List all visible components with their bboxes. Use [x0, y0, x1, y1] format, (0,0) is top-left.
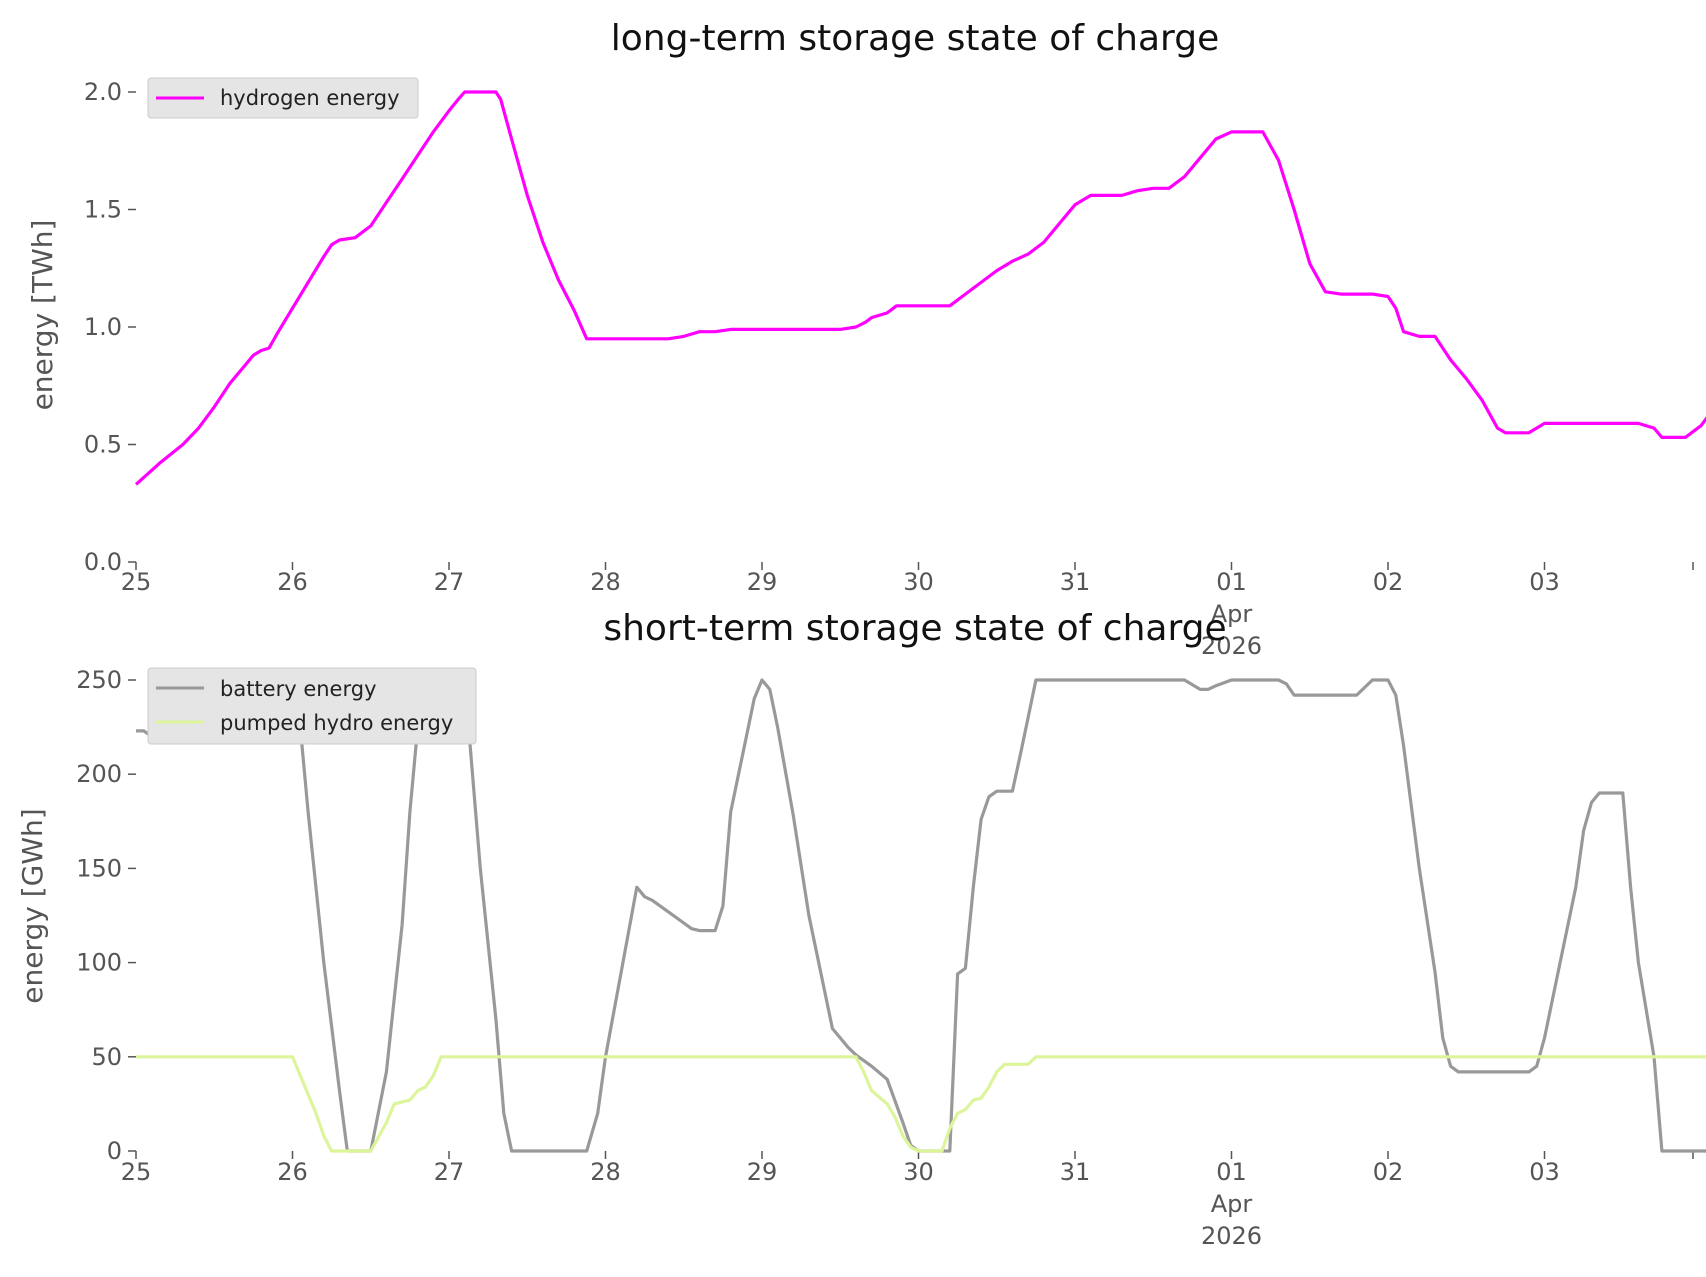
chart-top: long-term storage state of charge energy… — [26, 18, 1706, 660]
x-tick-label: 03 — [1529, 1158, 1560, 1186]
series-line-pumped-hydro-energy — [136, 1055, 1706, 1153]
chart-top-title: long-term storage state of charge — [611, 18, 1219, 59]
y-tick-label: 50 — [91, 1043, 122, 1071]
legend-label-pumped-hydro: pumped hydro energy — [220, 711, 453, 735]
x-tick-label: 26 — [277, 1158, 308, 1186]
x-tick-label: 31 — [1060, 1158, 1091, 1186]
x-tick-label: 02 — [1373, 1158, 1404, 1186]
x-tick-label: 27 — [434, 568, 465, 596]
x-tick-label: 25 — [121, 568, 152, 596]
series-line-hydrogen-energy — [134, 90, 1706, 486]
chart-top-ylabel: energy [TWh] — [26, 220, 59, 411]
chart-bottom-title: short-term storage state of charge — [603, 608, 1226, 649]
legend-label-battery: battery energy — [220, 677, 377, 701]
chart-bottom: short-term storage state of charge energ… — [16, 608, 1706, 1250]
y-tick-label: 250 — [76, 666, 122, 694]
x-tick-label: 01 — [1216, 1158, 1247, 1186]
chart-top-axes: 0.0 0.5 1.0 1.5 2.0 25 26 27 28 29 30 31 01 Apr 2026 02… — [84, 78, 1694, 660]
x-tick-label: 01 — [1216, 568, 1247, 596]
x-tick-label: 30 — [903, 568, 934, 596]
x-tick-label: 2026 — [1201, 1222, 1262, 1250]
x-tick-label: 30 — [903, 1158, 934, 1186]
y-tick-label: 2.0 — [84, 78, 122, 106]
x-tick-label: 28 — [590, 1158, 621, 1186]
chart-bottom-series — [136, 678, 1706, 1153]
series-line-battery-energy — [136, 678, 1706, 1153]
y-tick-label: 200 — [76, 760, 122, 788]
x-tick-label: 31 — [1060, 568, 1091, 596]
x-tick-label: 03 — [1529, 568, 1560, 596]
x-tick-label: Apr — [1211, 1190, 1253, 1218]
y-tick-label: 0 — [107, 1137, 122, 1165]
legend-label-hydrogen: hydrogen energy — [220, 86, 400, 110]
legend-box — [147, 667, 477, 745]
x-tick-label: 29 — [747, 568, 778, 596]
y-tick-label: 100 — [76, 949, 122, 977]
x-tick-label: 25 — [121, 1158, 152, 1186]
chart-top-legend: hydrogen energy — [147, 77, 419, 119]
x-tick-label: Apr — [1211, 600, 1253, 628]
x-tick-label: 02 — [1373, 568, 1404, 596]
y-tick-label: 0.5 — [84, 431, 122, 459]
x-tick-label: 28 — [590, 568, 621, 596]
chart-bottom-legend: battery energy pumped hydro energy — [147, 667, 477, 745]
chart-bottom-axes: 0 50 100 150 200 250 25 26 27 28 29 30 31 01 Apr 2026 02… — [76, 666, 1694, 1250]
chart-top-series — [134, 90, 1706, 486]
y-tick-label: 1.0 — [84, 313, 122, 341]
x-tick-label: 26 — [277, 568, 308, 596]
legend-box — [147, 77, 419, 119]
x-tick-label: 2026 — [1201, 632, 1262, 660]
x-tick-label: 27 — [434, 1158, 465, 1186]
x-tick-label: 29 — [747, 1158, 778, 1186]
chart-bottom-ylabel: energy [GWh] — [16, 808, 49, 1003]
y-tick-label: 0.0 — [84, 548, 122, 576]
y-tick-label: 1.5 — [84, 196, 122, 224]
y-tick-label: 150 — [76, 854, 122, 882]
